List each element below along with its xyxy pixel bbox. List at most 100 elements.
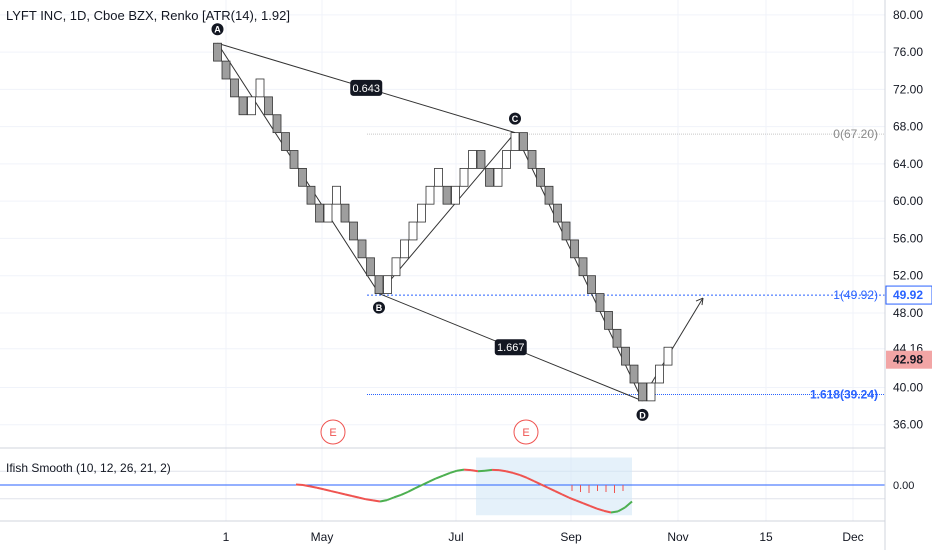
renko-brick [588, 276, 596, 294]
renko-brick [333, 186, 341, 204]
renko-brick [248, 97, 256, 115]
renko-brick [401, 240, 409, 258]
indicator-segment [373, 500, 380, 501]
renko-brick [358, 240, 366, 258]
x-tick-label: Jul [448, 530, 463, 544]
price-tag-text: 42.98 [893, 353, 923, 367]
indicator-zero-label: 0.00 [893, 480, 914, 492]
chart-title: LYFT INC, 1D, Cboe BZX, Renko [ATR(14), … [6, 8, 290, 23]
renko-brick [622, 347, 630, 365]
x-tick-label: May [311, 530, 334, 544]
x-tick-label: Dec [842, 530, 863, 544]
renko-brick [503, 151, 511, 169]
x-tick-label: 15 [759, 530, 773, 544]
renko-brick [537, 168, 545, 186]
indicator-segment [478, 471, 485, 472]
indicator-segment [310, 486, 317, 487]
y-tick-label: 76.00 [893, 45, 923, 59]
renko-brick [494, 168, 502, 186]
ratio-badge: 1.667 [495, 339, 527, 355]
renko-brick [214, 43, 222, 61]
renko-brick [647, 383, 655, 401]
renko-brick [307, 186, 315, 204]
y-tick-label: 52.00 [893, 269, 923, 283]
renko-brick [562, 222, 570, 240]
renko-brick [545, 186, 553, 204]
y-tick-label: 56.00 [893, 231, 923, 245]
x-tick-label: 1 [223, 530, 230, 544]
renko-brick [409, 222, 417, 240]
renko-brick [571, 240, 579, 258]
renko-brick [528, 151, 536, 169]
event-marker-text: E [522, 427, 529, 439]
renko-brick [324, 204, 332, 222]
y-tick-label: 48.00 [893, 306, 923, 320]
indicator-segment [611, 511, 618, 512]
renko-brick [605, 311, 613, 329]
renko-brick [273, 115, 281, 133]
x-tick-label: Sep [560, 530, 582, 544]
pattern-point-d: D [637, 409, 649, 421]
renko-brick [613, 329, 621, 347]
pattern-point-b: B [373, 302, 385, 314]
renko-brick [350, 222, 358, 240]
event-marker[interactable]: E [514, 420, 538, 444]
renko-brick [630, 365, 638, 383]
renko-brick [443, 186, 451, 204]
event-marker[interactable]: E [321, 420, 345, 444]
price-tag-text: 49.92 [893, 288, 923, 302]
y-tick-label: 80.00 [893, 8, 923, 22]
indicator-segment [485, 470, 492, 471]
y-tick-label: 36.00 [893, 418, 923, 432]
y-tick-label: 64.00 [893, 157, 923, 171]
renko-brick [554, 204, 562, 222]
renko-brick [664, 347, 672, 365]
renko-brick [384, 276, 392, 294]
renko-brick [341, 204, 349, 222]
ratio-badge-text: 1.667 [497, 342, 525, 354]
renko-brick [486, 168, 494, 186]
indicator-segment [303, 485, 310, 486]
indicator-segment [499, 470, 506, 471]
renko-brick [656, 365, 664, 383]
level-label: 1.618(39.24) [810, 388, 878, 402]
indicator-segment [296, 484, 303, 485]
renko-brick [392, 258, 400, 276]
indicator-segment [366, 499, 373, 500]
renko-brick [477, 151, 485, 169]
renko-brick [282, 133, 290, 151]
ratio-badge-text: 0.643 [352, 83, 380, 95]
renko-brick [375, 276, 383, 294]
renko-brick [299, 168, 307, 186]
indicator-band [476, 458, 632, 516]
renko-brick [426, 186, 434, 204]
pattern-point-a: A [212, 23, 224, 35]
point-badge-text: A [214, 25, 221, 35]
indicator-label: Ifish Smooth (10, 12, 26, 21, 2) [6, 461, 171, 475]
renko-brick [520, 133, 528, 151]
level-label: 1(49.92) [833, 288, 878, 302]
pattern-point-c: C [509, 113, 521, 125]
y-tick-label: 40.00 [893, 380, 923, 394]
renko-brick [469, 151, 477, 169]
y-tick-label: 72.00 [893, 82, 923, 96]
event-marker-text: E [329, 427, 336, 439]
level-label: 0(67.20) [833, 127, 878, 141]
indicator-segment [464, 470, 471, 471]
indicator-segment [380, 500, 387, 501]
renko-brick [460, 168, 468, 186]
renko-brick [222, 61, 230, 79]
renko-brick [596, 294, 604, 312]
renko-brick [367, 258, 375, 276]
point-badge-text: C [512, 114, 519, 124]
renko-brick [511, 133, 519, 151]
x-tick-label: Nov [667, 530, 688, 544]
renko-brick [231, 79, 239, 97]
indicator-segment [471, 470, 478, 471]
renko-brick [316, 204, 324, 222]
renko-brick [639, 383, 647, 401]
y-tick-label: 68.00 [893, 120, 923, 134]
renko-brick [256, 79, 264, 97]
